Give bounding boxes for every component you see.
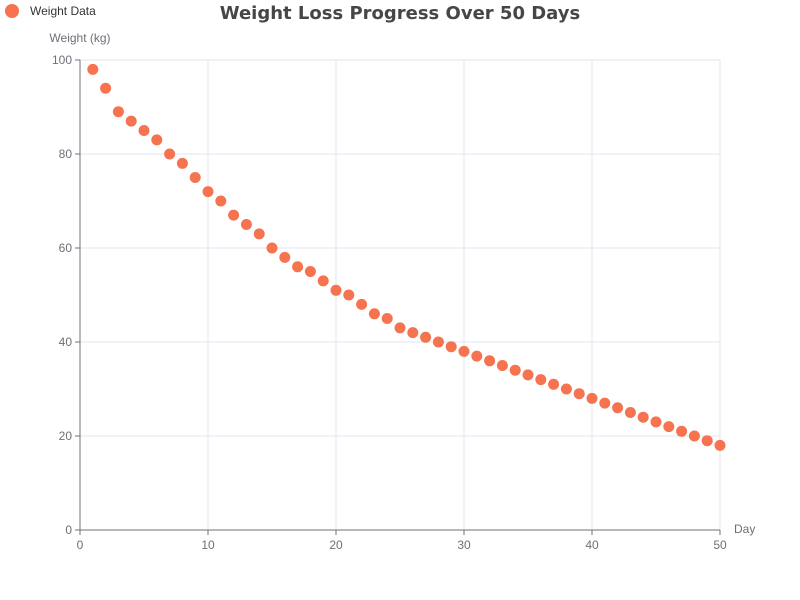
data-point[interactable]	[368, 308, 380, 320]
data-point[interactable]	[215, 195, 227, 207]
data-point[interactable]	[496, 360, 508, 371]
data-point[interactable]	[138, 125, 150, 136]
data-point[interactable]	[420, 331, 432, 343]
y-tick-label: 60	[59, 241, 73, 255]
x-tick-label: 40	[585, 538, 599, 552]
data-point[interactable]	[599, 397, 611, 409]
legend-marker	[5, 4, 19, 18]
data-point[interactable]	[407, 327, 419, 339]
data-point[interactable]	[176, 157, 188, 169]
data-point[interactable]	[522, 369, 534, 381]
data-point[interactable]	[151, 134, 163, 146]
data-point[interactable]	[100, 82, 112, 94]
data-point[interactable]	[112, 106, 124, 118]
data-point[interactable]	[560, 383, 572, 395]
data-point[interactable]	[381, 313, 393, 324]
data-point[interactable]	[445, 341, 457, 353]
data-points	[87, 63, 726, 451]
data-point[interactable]	[343, 289, 355, 301]
data-point[interactable]	[189, 172, 201, 183]
data-point[interactable]	[266, 242, 278, 254]
y-axis-label: Weight (kg)	[49, 31, 110, 45]
data-point[interactable]	[394, 322, 406, 334]
data-point[interactable]	[317, 275, 329, 287]
x-axis-label: Day	[734, 522, 755, 536]
data-point[interactable]	[663, 421, 675, 433]
data-point[interactable]	[356, 298, 368, 310]
data-point[interactable]	[612, 402, 624, 414]
data-point[interactable]	[535, 374, 547, 386]
chart-title: Weight Loss Progress Over 50 Days	[220, 3, 580, 24]
data-point[interactable]	[202, 186, 214, 198]
y-tick-label: 0	[65, 523, 72, 537]
data-point[interactable]	[650, 416, 662, 428]
data-point[interactable]	[637, 411, 649, 423]
y-tick-label: 20	[59, 429, 73, 443]
data-point[interactable]	[548, 378, 560, 390]
data-point[interactable]	[279, 251, 291, 263]
y-tick-label: 40	[59, 335, 73, 349]
grid	[80, 59, 721, 530]
data-point[interactable]	[432, 336, 444, 348]
data-point[interactable]	[586, 392, 598, 404]
y-tick-label: 80	[59, 147, 73, 161]
x-tick-label: 30	[457, 538, 471, 552]
data-point[interactable]	[164, 148, 176, 160]
data-point[interactable]	[688, 430, 700, 442]
data-point[interactable]	[509, 364, 521, 376]
data-point[interactable]	[624, 407, 636, 418]
y-tick-label: 100	[52, 53, 72, 67]
data-point[interactable]	[714, 439, 726, 451]
legend-label: Weight Data	[30, 4, 96, 18]
data-point[interactable]	[304, 266, 316, 277]
data-point[interactable]	[125, 115, 137, 127]
axes: 0 10 20 30 40 50 0 20 40 60 80 100	[52, 53, 727, 552]
data-point[interactable]	[458, 345, 470, 357]
data-point[interactable]	[240, 219, 252, 230]
data-point[interactable]	[87, 63, 99, 75]
x-tick-label: 10	[201, 538, 215, 552]
data-point[interactable]	[573, 388, 585, 400]
x-tick-label: 50	[713, 538, 727, 552]
data-point[interactable]	[701, 435, 713, 447]
x-tick-label: 0	[77, 538, 84, 552]
data-point[interactable]	[330, 284, 342, 296]
data-point[interactable]	[676, 425, 688, 437]
data-point[interactable]	[253, 228, 265, 240]
legend[interactable]: Weight Data	[5, 4, 96, 18]
data-point[interactable]	[292, 261, 304, 273]
data-point[interactable]	[471, 350, 483, 362]
x-tick-label: 20	[329, 538, 343, 552]
data-point[interactable]	[228, 209, 240, 221]
data-point[interactable]	[484, 355, 496, 367]
